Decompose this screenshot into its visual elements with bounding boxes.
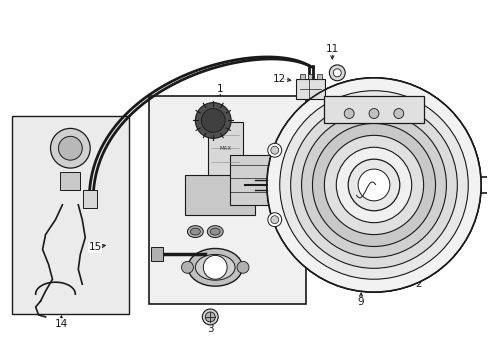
Ellipse shape [187, 226, 203, 238]
Circle shape [333, 69, 341, 77]
Circle shape [50, 129, 90, 168]
Text: 13: 13 [186, 137, 200, 147]
Text: 10: 10 [450, 188, 463, 198]
Text: 3: 3 [206, 324, 213, 334]
Circle shape [203, 255, 226, 279]
Circle shape [357, 169, 389, 201]
Bar [324, 96, 423, 123]
Text: 5: 5 [296, 215, 302, 225]
Circle shape [59, 136, 82, 160]
Circle shape [344, 109, 353, 118]
Text: 11: 11 [325, 44, 338, 54]
Bar [230, 155, 269, 205]
Ellipse shape [187, 248, 242, 286]
Circle shape [368, 109, 378, 118]
Circle shape [202, 309, 218, 325]
Circle shape [290, 102, 456, 268]
Text: 12: 12 [272, 74, 286, 84]
Text: 15: 15 [88, 243, 102, 252]
Ellipse shape [190, 228, 200, 235]
Bar [208, 122, 243, 185]
Bar [12, 116, 129, 314]
Circle shape [237, 261, 248, 273]
Circle shape [267, 143, 281, 157]
Circle shape [266, 78, 480, 292]
Bar [148, 96, 305, 304]
Ellipse shape [207, 226, 223, 238]
Bar [317, 74, 322, 79]
Bar [307, 74, 312, 79]
Text: 2: 2 [414, 279, 421, 289]
Circle shape [266, 78, 480, 292]
Circle shape [181, 261, 193, 273]
Circle shape [312, 123, 435, 247]
Ellipse shape [195, 255, 235, 280]
Text: 8: 8 [165, 259, 172, 269]
Circle shape [324, 135, 423, 235]
Circle shape [301, 113, 446, 257]
Circle shape [270, 146, 278, 154]
Bar [150, 247, 163, 261]
Circle shape [328, 65, 345, 81]
Bar [295, 79, 325, 99]
Circle shape [336, 147, 411, 223]
Text: 14: 14 [55, 319, 68, 329]
Text: 6: 6 [294, 170, 300, 180]
Ellipse shape [210, 228, 220, 235]
Bar [185, 175, 254, 215]
Circle shape [195, 103, 231, 138]
Circle shape [267, 213, 281, 227]
Text: 7: 7 [203, 125, 210, 135]
Text: 9: 9 [357, 297, 364, 307]
Text: MAX: MAX [219, 146, 231, 151]
Circle shape [270, 216, 278, 224]
Circle shape [279, 91, 468, 279]
Text: 4: 4 [179, 238, 185, 248]
Circle shape [393, 109, 403, 118]
Circle shape [347, 159, 399, 211]
Circle shape [205, 312, 215, 322]
Bar [61, 172, 80, 190]
Text: 1: 1 [217, 84, 223, 94]
Bar [299, 74, 304, 79]
Circle shape [201, 109, 224, 132]
Bar [83, 190, 97, 208]
